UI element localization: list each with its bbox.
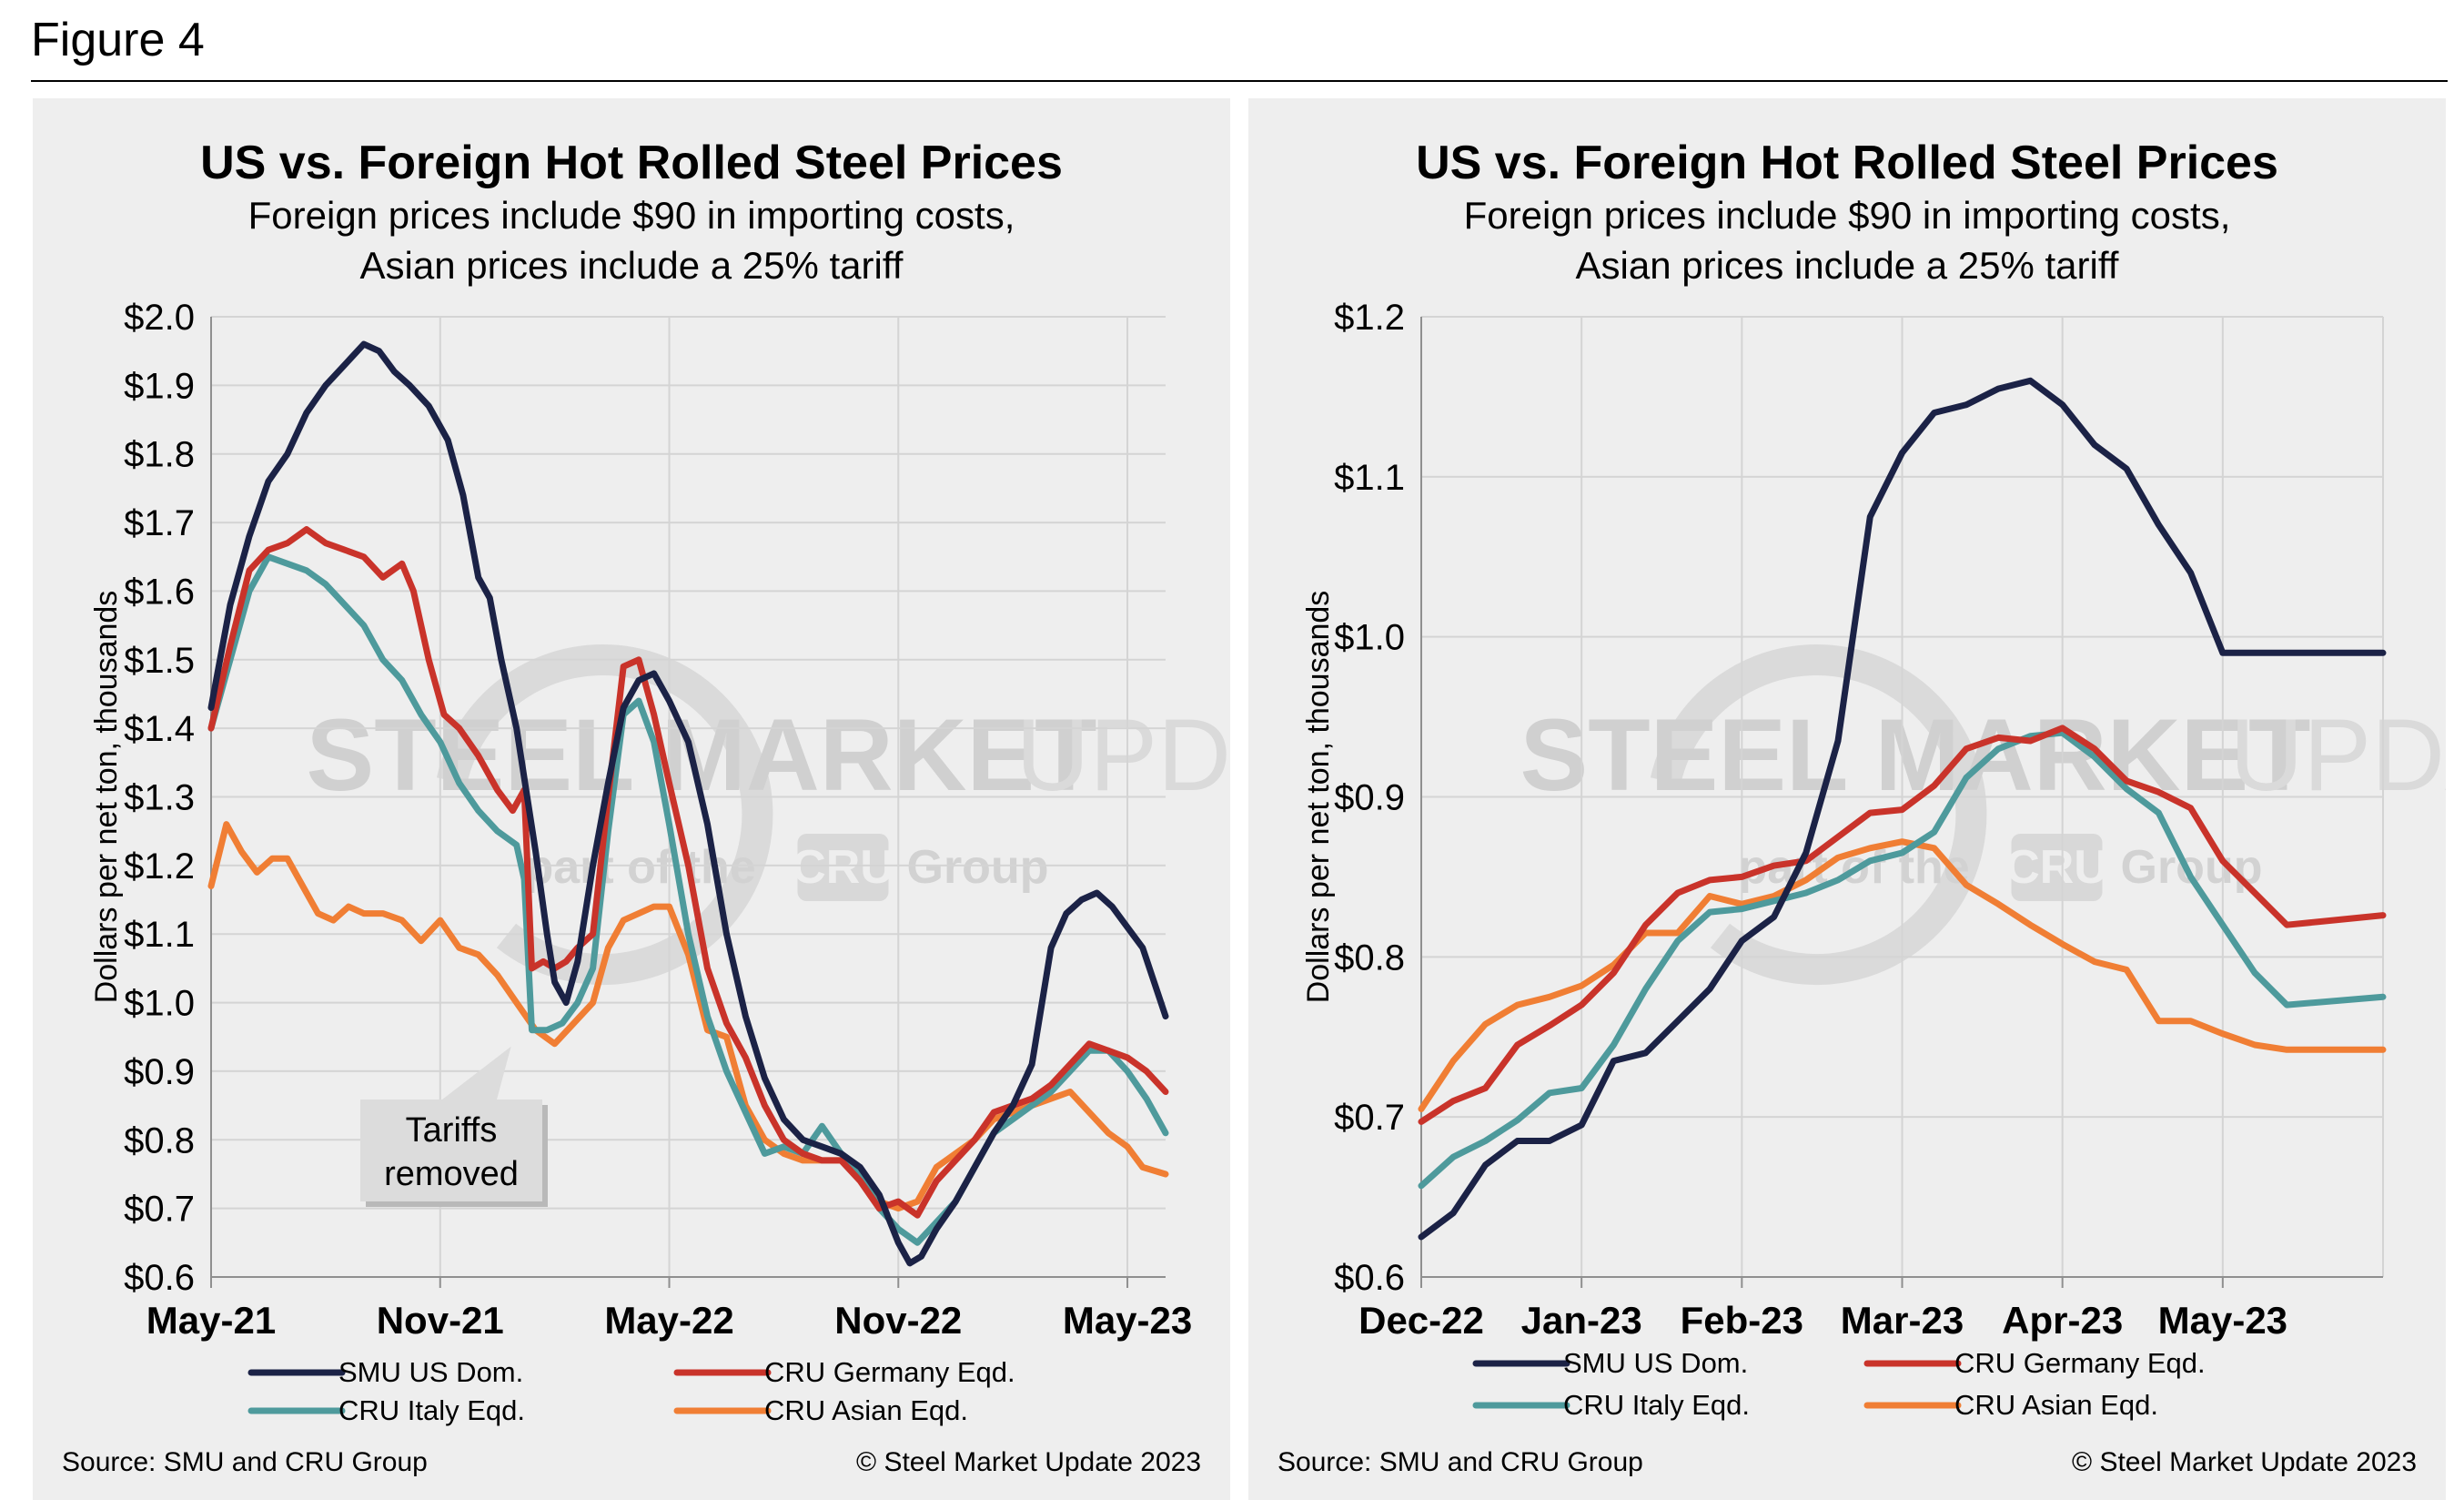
y-tick-label: $1.4 bbox=[124, 709, 195, 749]
x-tick-label: Nov-22 bbox=[834, 1299, 962, 1342]
annotation-pointer bbox=[442, 1046, 511, 1100]
y-tick-label: $1.0 bbox=[1334, 618, 1405, 658]
y-tick-label: $1.5 bbox=[124, 641, 195, 681]
watermark-group-word: Group bbox=[907, 841, 1049, 894]
source-note: Source: SMU and CRU Group bbox=[62, 1447, 428, 1477]
watermark-brand-light: UPDATE bbox=[1016, 698, 1231, 812]
watermark-ring-icon bbox=[1650, 644, 1987, 985]
watermark-brand: STEEL MARKET bbox=[1520, 698, 2311, 812]
y-axis-label: Dollars per net ton, thousands bbox=[1301, 591, 1336, 1004]
series-line-cru-italy-eqd bbox=[1418, 729, 2387, 1190]
y-tick-label: $0.8 bbox=[124, 1120, 195, 1160]
series-line-cru-germany-eqd bbox=[207, 526, 1169, 1219]
legend-label: CRU Italy Eqd. bbox=[338, 1394, 525, 1426]
x-tick-label: Feb-23 bbox=[1681, 1299, 1803, 1342]
top-rule bbox=[31, 80, 2448, 82]
y-tick-label: $0.9 bbox=[124, 1052, 195, 1092]
chart-panel-left: US vs. Foreign Hot Rolled Steel Prices Fo… bbox=[31, 96, 1232, 1502]
chart-subtitle-line: Asian prices include a 25% tariff bbox=[1576, 244, 2119, 287]
y-tick-label: $1.1 bbox=[124, 915, 195, 955]
chart-svg-left: US vs. Foreign Hot Rolled Steel Prices Fo… bbox=[62, 137, 1231, 1477]
legend-label: CRU Germany Eqd. bbox=[1954, 1347, 2206, 1379]
copyright-note: © Steel Market Update 2023 bbox=[2072, 1447, 2417, 1477]
watermark-group-mark-box bbox=[2011, 834, 2103, 901]
y-tick-label: $1.0 bbox=[124, 984, 195, 1024]
y-tick-label: $0.7 bbox=[124, 1190, 195, 1230]
y-tick-label: $1.7 bbox=[124, 503, 195, 543]
legend-label: CRU Germany Eqd. bbox=[764, 1356, 1015, 1388]
watermark-group-word: Group bbox=[2121, 841, 2263, 894]
y-tick-label: $1.9 bbox=[124, 366, 195, 406]
series-line-cru-asian-eqd bbox=[1418, 838, 2387, 1112]
y-tick-label: $1.2 bbox=[124, 846, 195, 887]
watermark-group-mark: CRU bbox=[792, 841, 894, 894]
y-axis-label: Dollars per net ton, thousands bbox=[89, 591, 124, 1004]
copyright-note: © Steel Market Update 2023 bbox=[856, 1447, 1201, 1477]
y-tick-label: $1.2 bbox=[1334, 298, 1405, 338]
x-tick-label: Nov-21 bbox=[377, 1299, 504, 1342]
y-tick-label: $0.9 bbox=[1334, 778, 1405, 818]
chart-svg-right: US vs. Foreign Hot Rolled Steel Prices Fo… bbox=[1277, 137, 2447, 1477]
legend-label: SMU US Dom. bbox=[1563, 1347, 1748, 1379]
legend-label: SMU US Dom. bbox=[338, 1356, 523, 1388]
watermark-brand-light: UPDATE bbox=[2230, 698, 2447, 812]
x-tick-label: May-21 bbox=[146, 1299, 276, 1342]
annotation-box bbox=[360, 1100, 542, 1201]
y-tick-label: $0.6 bbox=[124, 1258, 195, 1298]
series-line-smu-us-dom bbox=[1418, 377, 2387, 1241]
legend-label: CRU Italy Eqd. bbox=[1563, 1389, 1750, 1421]
source-note: Source: SMU and CRU Group bbox=[1277, 1447, 1643, 1477]
series-line-cru-germany-eqd bbox=[1418, 725, 2387, 1125]
watermark-group-mark: CRU bbox=[2005, 841, 2108, 894]
x-tick-label: Mar-23 bbox=[1841, 1299, 1964, 1342]
x-tick-label: May-22 bbox=[604, 1299, 733, 1342]
annotation-callout: Tariffs removed bbox=[360, 1046, 548, 1207]
y-tick-label: $2.0 bbox=[124, 298, 195, 338]
chart-title: US vs. Foreign Hot Rolled Steel Prices bbox=[1416, 137, 2278, 189]
figure-label: Figure 4 bbox=[31, 14, 205, 66]
chart-subtitle-line: Foreign prices include $90 in importing … bbox=[248, 194, 1015, 237]
y-tick-label: $1.1 bbox=[1334, 458, 1405, 498]
chart-subtitle-line: Foreign prices include $90 in importing … bbox=[1464, 194, 2231, 237]
x-tick-label: May-23 bbox=[1063, 1299, 1192, 1342]
chart-title: US vs. Foreign Hot Rolled Steel Prices bbox=[200, 137, 1063, 189]
x-tick-label: Dec-22 bbox=[1358, 1299, 1484, 1342]
y-tick-label: $1.6 bbox=[124, 572, 195, 612]
watermark-ring-icon bbox=[436, 644, 773, 985]
y-tick-label: $1.8 bbox=[124, 435, 195, 475]
x-tick-label: Jan-23 bbox=[1521, 1299, 1642, 1342]
x-tick-label: May-23 bbox=[2158, 1299, 2287, 1342]
legend-label: CRU Asian Eqd. bbox=[1954, 1389, 2158, 1421]
legend-label: CRU Asian Eqd. bbox=[764, 1394, 968, 1426]
watermark-group-mark-box bbox=[797, 834, 889, 901]
chart-panel-right: US vs. Foreign Hot Rolled Steel Prices Fo… bbox=[1247, 96, 2448, 1502]
y-tick-label: $1.3 bbox=[124, 778, 195, 818]
chart-subtitle-line: Asian prices include a 25% tariff bbox=[360, 244, 904, 287]
annotation-text: removed bbox=[384, 1155, 519, 1193]
series-line-cru-asian-eqd bbox=[207, 821, 1169, 1212]
y-tick-label: $0.7 bbox=[1334, 1098, 1405, 1138]
y-tick-label: $0.6 bbox=[1334, 1258, 1405, 1298]
annotation-text: Tariffs bbox=[406, 1111, 498, 1150]
y-tick-label: $0.8 bbox=[1334, 937, 1405, 978]
series-line-smu-us-dom bbox=[207, 340, 1169, 1267]
x-tick-label: Apr-23 bbox=[2002, 1299, 2123, 1342]
